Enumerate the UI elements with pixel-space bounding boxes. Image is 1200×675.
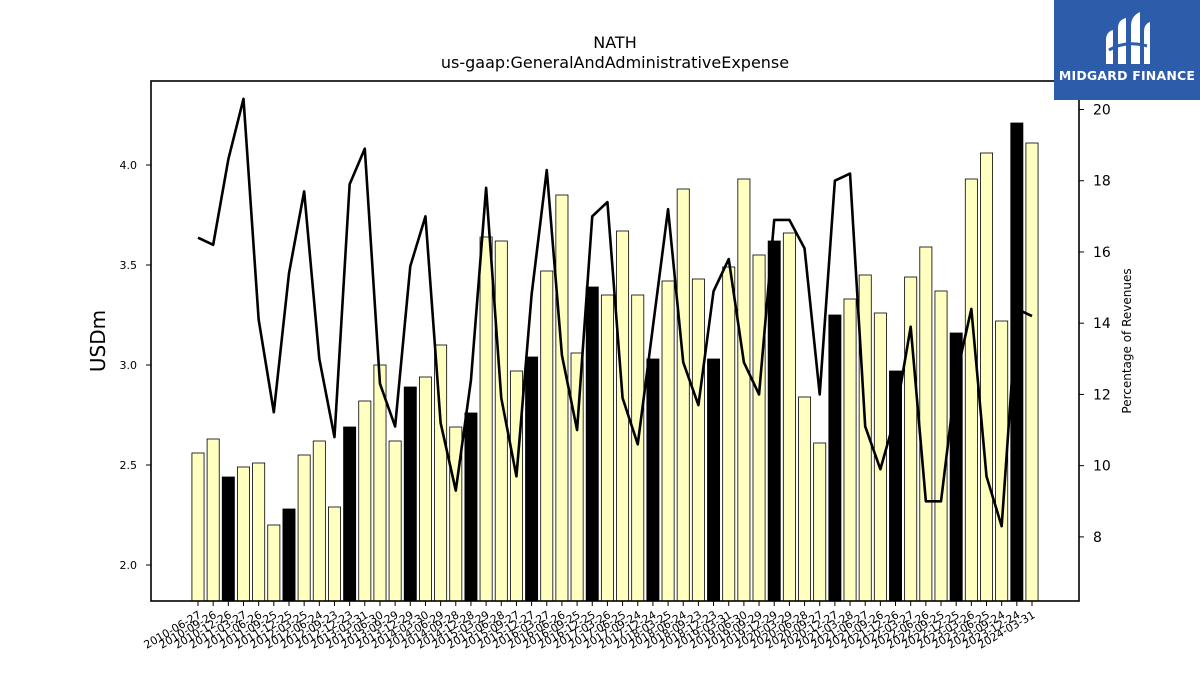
bar-2014-06-29 xyxy=(434,344,448,602)
bar-2021-12-26 xyxy=(889,370,902,602)
logo-text: MIDGARD FINANCE xyxy=(1058,68,1196,83)
midgard-logo-icon xyxy=(1106,12,1150,64)
bar-2013-12-29 xyxy=(403,386,417,602)
bar-2010-09-26 xyxy=(206,438,220,602)
bar-2015-03-29 xyxy=(479,236,493,602)
plot-frame xyxy=(150,80,1080,602)
percentage-of-revenues-line xyxy=(197,97,1033,528)
y2-tick-label: 16 xyxy=(1093,245,1111,261)
bar-2016-03-27 xyxy=(540,270,554,602)
y2-tick-label: 10 xyxy=(1093,459,1111,475)
y2-axis-label: Percentage of Revenues xyxy=(1120,268,1134,413)
bar-2019-09-29 xyxy=(752,254,766,602)
bar-2022-09-25 xyxy=(934,290,948,602)
y2-tick-label: 12 xyxy=(1093,387,1111,403)
bar-2011-12-25 xyxy=(282,508,296,602)
bar-2023-06-25 xyxy=(980,152,993,602)
y2-tick-label: 18 xyxy=(1093,174,1111,190)
bar-2020-12-27 xyxy=(828,314,842,602)
bar-2014-12-28 xyxy=(464,412,478,602)
bar-2017-12-24 xyxy=(646,358,660,602)
bar-2023-03-26 xyxy=(964,178,978,602)
bar-2013-06-30 xyxy=(373,364,387,602)
bar-2020-09-27 xyxy=(813,442,827,602)
bar-2010-12-26 xyxy=(221,476,235,602)
bar-2010-06-27 xyxy=(191,452,205,602)
bar-2019-06-30 xyxy=(737,178,751,602)
bar-2018-03-25 xyxy=(661,280,675,602)
bar-2022-06-26 xyxy=(919,246,933,602)
bar-2024-03-31 xyxy=(1025,142,1039,602)
bar-2020-03-29 xyxy=(782,232,796,602)
y-tick-label: 3.5 xyxy=(120,259,138,272)
bar-2016-12-25 xyxy=(585,286,599,602)
bar-2017-03-26 xyxy=(600,294,614,602)
midgard-finance-logo: MIDGARD FINANCE xyxy=(1054,0,1200,100)
y2-tick-label: 8 xyxy=(1093,530,1102,546)
bar-2018-09-23 xyxy=(691,278,705,602)
y-tick-label: 2.5 xyxy=(120,459,138,472)
bar-2021-03-28 xyxy=(843,298,857,602)
bar-2018-06-24 xyxy=(676,188,690,602)
y-axis-label: USDm xyxy=(86,310,110,372)
bar-2012-06-24 xyxy=(312,440,326,602)
y-tick-label: 2.0 xyxy=(120,559,138,572)
bar-2011-03-27 xyxy=(237,466,250,602)
bar-2012-03-25 xyxy=(297,454,311,602)
right-axis-ticks: 8 10 12 14 16 18 20 xyxy=(1079,102,1111,546)
bar-2018-12-23 xyxy=(707,358,721,602)
bar-2011-09-25 xyxy=(267,524,281,602)
bar-2013-09-29 xyxy=(388,440,402,602)
bar-2019-03-31 xyxy=(722,266,736,602)
x-axis-ticks: 2010-06-272010-09-262010-12-262011-03-27… xyxy=(142,601,1038,652)
bar-2017-06-25 xyxy=(616,230,630,602)
bar-2019-12-29 xyxy=(767,240,781,602)
chart-title: NATH xyxy=(593,33,636,52)
y-tick-label: 4.0 xyxy=(120,159,138,172)
bar-2015-09-27 xyxy=(509,370,523,602)
bar-2016-06-26 xyxy=(555,194,569,602)
bar-2017-09-24 xyxy=(631,294,645,602)
y2-tick-label: 14 xyxy=(1093,316,1111,332)
y-tick-label: 3.0 xyxy=(120,359,138,372)
bar-2016-09-25 xyxy=(570,352,584,602)
chart-subtitle: us-gaap:GeneralAndAdministrativeExpense xyxy=(441,53,789,72)
bar-2014-03-30 xyxy=(418,376,432,602)
y2-tick-label: 20 xyxy=(1093,102,1111,118)
left-axis-ticks: 2.0 2.5 3.0 3.5 4.0 xyxy=(120,159,151,572)
bar-2013-03-31 xyxy=(358,400,372,602)
bar-2015-12-27 xyxy=(525,356,539,602)
bar-2012-12-23 xyxy=(343,426,357,602)
bar-2020-06-28 xyxy=(798,396,812,602)
bar-2012-09-23 xyxy=(328,506,341,602)
bar-2011-06-26 xyxy=(252,462,266,602)
